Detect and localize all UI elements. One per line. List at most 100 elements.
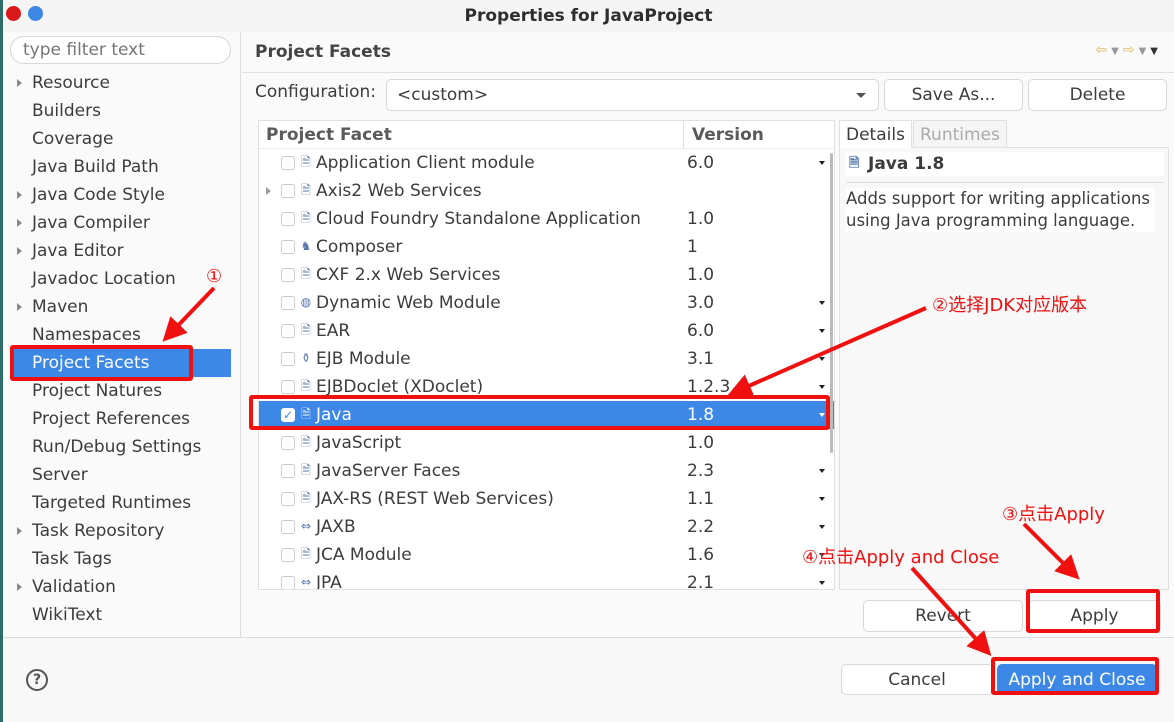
view-menu-icon[interactable]: ▼ [1150,46,1162,57]
save-as-button[interactable]: Save As... [884,79,1023,111]
sidebar-item-server[interactable]: Server [3,461,241,489]
version-dropdown-icon[interactable] [819,553,825,557]
help-icon[interactable]: ? [26,669,48,691]
facet-checkbox[interactable] [281,212,295,226]
sidebar-item-project-facets[interactable]: Project Facets [13,349,231,377]
forward-arrow-icon[interactable]: ⇨ [1122,42,1139,58]
facet-version[interactable]: 1.2.3 [687,377,731,397]
version-dropdown-icon[interactable] [819,301,825,305]
expand-arrow-icon[interactable] [17,79,22,87]
maximize-window-button[interactable] [28,6,43,21]
sidebar-item-javadoc-location[interactable]: Javadoc Location [3,265,241,293]
cancel-button[interactable]: Cancel [841,664,993,695]
column-header-version[interactable]: Version [683,121,764,149]
tab-details[interactable]: Details [839,120,912,148]
version-dropdown-icon[interactable] [819,497,825,501]
facet-version[interactable]: 6.0 [687,321,715,341]
sidebar-item-builders[interactable]: Builders [3,97,241,125]
facet-checkbox[interactable] [281,352,295,366]
facet-checkbox[interactable] [281,380,295,394]
table-row[interactable]: 🗎 JavaScript 1.0 [259,429,834,457]
expand-arrow-icon[interactable] [266,187,271,195]
sidebar-item-maven[interactable]: Maven [3,293,241,321]
facet-version[interactable]: 1.8 [687,405,715,425]
version-dropdown-icon[interactable] [819,161,825,165]
sidebar-item-java-editor[interactable]: Java Editor [3,237,241,265]
delete-button[interactable]: Delete [1028,79,1167,111]
facet-checkbox[interactable] [281,184,295,198]
version-dropdown-icon[interactable] [819,525,825,529]
sidebar-item-namespaces[interactable]: Namespaces [3,321,241,349]
sidebar-item-wikitext[interactable]: WikiText [3,601,241,629]
configuration-select[interactable]: <custom> [386,79,879,111]
expand-arrow-icon[interactable] [17,191,22,199]
facet-version[interactable]: 3.1 [687,349,715,369]
vertical-scrollbar[interactable] [830,153,833,453]
facet-checkbox[interactable] [281,268,295,282]
table-row[interactable]: 🗎 EJBDoclet (XDoclet) 1.2.3 [259,373,834,401]
sidebar-item-project-references[interactable]: Project References [3,405,241,433]
filter-input[interactable] [10,36,231,64]
facet-version[interactable]: 3.0 [687,293,715,313]
version-dropdown-icon[interactable] [819,329,825,333]
facet-version[interactable]: 2.3 [687,461,715,481]
sidebar-item-project-natures[interactable]: Project Natures [3,377,241,405]
facet-checkbox[interactable] [281,492,295,506]
sidebar-item-java-build-path[interactable]: Java Build Path [3,153,241,181]
expand-arrow-icon[interactable] [17,583,22,591]
expand-arrow-icon[interactable] [17,219,22,227]
table-row[interactable]: ⚱ EJB Module 3.1 [259,345,834,373]
table-row[interactable]: 🗎 JCA Module 1.6 [259,541,834,569]
expand-arrow-icon[interactable] [17,247,22,255]
expand-arrow-icon[interactable] [17,303,22,311]
facet-version[interactable]: 2.2 [687,517,715,537]
facet-checkbox[interactable] [281,576,295,589]
facet-checkbox[interactable] [281,436,295,450]
sidebar-item-coverage[interactable]: Coverage [3,125,241,153]
tab-runtimes[interactable]: Runtimes [913,120,1007,148]
facet-checkbox[interactable]: ✓ [281,408,295,422]
table-row[interactable]: ♞ Composer 1 [259,233,834,261]
sidebar-item-resource[interactable]: Resource [3,69,241,97]
facet-version[interactable]: 1.1 [687,489,715,509]
back-arrow-icon[interactable]: ⇦ [1095,42,1112,58]
sidebar-item-targeted-runtimes[interactable]: Targeted Runtimes [3,489,241,517]
column-header-facet[interactable]: Project Facet [266,125,392,145]
sidebar-item-java-code-style[interactable]: Java Code Style [3,181,241,209]
version-dropdown-icon[interactable] [819,469,825,473]
facet-checkbox[interactable] [281,296,295,310]
version-dropdown-icon[interactable] [819,581,825,585]
expand-arrow-icon[interactable] [17,527,22,535]
table-row[interactable]: 🗎 EAR 6.0 [259,317,834,345]
table-row[interactable]: 🗎 Application Client module 6.0 [259,149,834,177]
facet-checkbox[interactable] [281,324,295,338]
facet-checkbox[interactable] [281,156,295,170]
facet-version[interactable]: 1.6 [687,545,715,565]
facet-checkbox[interactable] [281,520,295,534]
close-window-button[interactable] [6,6,21,21]
sidebar-item-task-repository[interactable]: Task Repository [3,517,241,545]
back-menu-icon[interactable]: ▼ [1111,46,1123,57]
table-row[interactable]: 🗎 JavaServer Faces 2.3 [259,457,834,485]
version-dropdown-icon[interactable] [819,385,825,389]
table-row[interactable]: 🗎 CXF 2.x Web Services 1.0 [259,261,834,289]
version-dropdown-icon[interactable] [819,357,825,361]
table-row[interactable]: ⇔ JPA 2.1 [259,569,834,590]
version-dropdown-icon[interactable] [819,413,825,417]
sidebar-item-run-debug-settings[interactable]: Run/Debug Settings [3,433,241,461]
table-row[interactable]: ⇔ JAXB 2.2 [259,513,834,541]
apply-button[interactable]: Apply [1028,600,1161,632]
apply-and-close-button[interactable]: Apply and Close [997,664,1157,695]
facet-checkbox[interactable] [281,240,295,254]
table-row[interactable]: 🗎 JAX-RS (REST Web Services) 1.1 [259,485,834,513]
sidebar-item-validation[interactable]: Validation [3,573,241,601]
facet-version[interactable]: 6.0 [687,153,715,173]
table-row[interactable]: 🗎 Axis2 Web Services [259,177,834,205]
sidebar-item-java-compiler[interactable]: Java Compiler [3,209,241,237]
table-row[interactable]: 🗎 Cloud Foundry Standalone Application 1.0 [259,205,834,233]
facet-version[interactable]: 2.1 [687,573,715,590]
sidebar-item-task-tags[interactable]: Task Tags [3,545,241,573]
revert-button[interactable]: Revert [863,600,1023,632]
facet-checkbox[interactable] [281,548,295,562]
forward-menu-icon[interactable]: ▼ [1138,46,1151,57]
